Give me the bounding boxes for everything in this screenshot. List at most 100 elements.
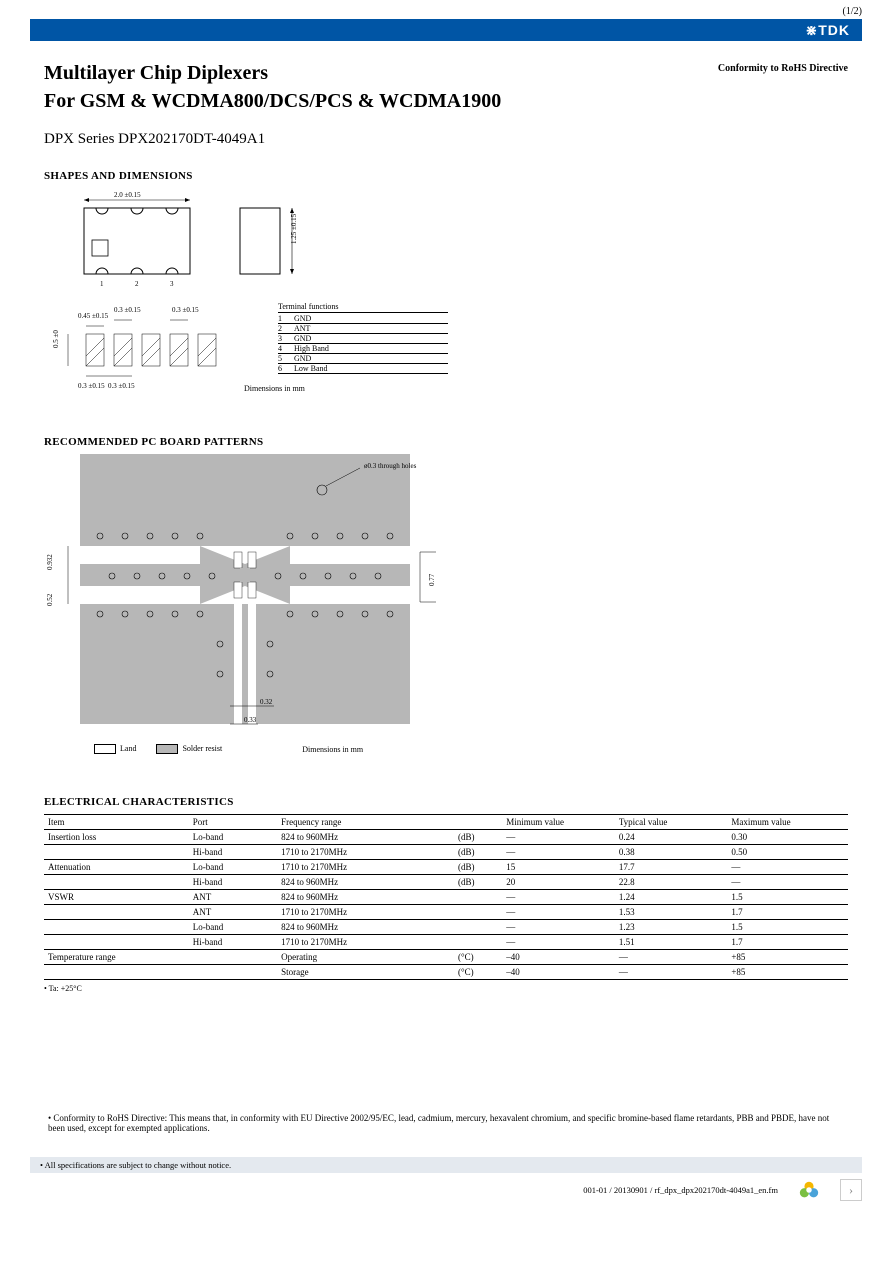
table-cell: — bbox=[615, 950, 728, 965]
section-shapes-heading: SHAPES AND DIMENSIONS bbox=[44, 170, 848, 182]
pcb-d5: 0.33 bbox=[244, 716, 256, 724]
table-cell: –40 bbox=[502, 950, 615, 965]
table-cell: 1.51 bbox=[615, 935, 728, 950]
pcb-board-bg bbox=[80, 454, 410, 724]
table-header: Frequency range bbox=[277, 815, 454, 830]
table-row: VSWRANT824 to 960MHz —1.241.5 bbox=[44, 890, 848, 905]
table-cell: 1.5 bbox=[727, 920, 848, 935]
table-cell: (dB) bbox=[454, 860, 502, 875]
table-cell: 1710 to 2170MHz bbox=[277, 860, 454, 875]
table-cell: — bbox=[502, 905, 615, 920]
table-cell: — bbox=[615, 965, 728, 980]
terminal-row: 6Low Band bbox=[278, 364, 448, 374]
table-cell: 0.38 bbox=[615, 845, 728, 860]
shapes-diagram: 2.0 ±0.15 1 2 3 1.25 ±0.15 bbox=[44, 188, 848, 414]
table-cell bbox=[454, 905, 502, 920]
next-page-button[interactable]: › bbox=[840, 1179, 862, 1201]
table-cell: 1710 to 2170MHz bbox=[277, 845, 454, 860]
terminal-row: 4High Band bbox=[278, 344, 448, 354]
legend-resist: Solder resist bbox=[182, 744, 222, 753]
terminal-functions-table: Terminal functions 1GND2ANT3GND4High Ban… bbox=[278, 302, 448, 374]
table-cell: 1.5 bbox=[727, 890, 848, 905]
table-cell: 15 bbox=[502, 860, 615, 875]
legend-land: Land bbox=[120, 744, 136, 753]
table-row: Hi-band824 to 960MHz(dB)2022.8— bbox=[44, 875, 848, 890]
terminal-row: 3GND bbox=[278, 334, 448, 344]
title-line-1: Multilayer Chip Diplexers bbox=[44, 59, 501, 87]
table-row: Lo-band824 to 960MHz—1.231.5 bbox=[44, 920, 848, 935]
dim-bottom-c: 0.3 ±0.15 bbox=[172, 306, 199, 314]
table-cell: ANT bbox=[189, 905, 277, 920]
table-cell: 824 to 960MHz bbox=[277, 920, 454, 935]
table-cell: –40 bbox=[502, 965, 615, 980]
table-cell: (dB) bbox=[454, 830, 502, 845]
table-cell: — bbox=[502, 920, 615, 935]
table-row: Insertion lossLo-band824 to 960MHz(dB)—0… bbox=[44, 830, 848, 845]
dim-bottom-d1: 0.3 ±0.15 bbox=[78, 382, 105, 390]
pcb-d2: 0.52 bbox=[46, 594, 54, 606]
shapes-svg: 2.0 ±0.15 1 2 3 1.25 ±0.15 bbox=[44, 188, 464, 414]
table-cell: Hi-band bbox=[189, 845, 277, 860]
table-cell: 17.7 bbox=[615, 860, 728, 875]
table-row: ANT1710 to 2170MHz—1.531.7 bbox=[44, 905, 848, 920]
table-cell: — bbox=[727, 875, 848, 890]
table-cell: 1.7 bbox=[727, 935, 848, 950]
table-cell: 1.24 bbox=[615, 890, 728, 905]
table-cell: — bbox=[502, 890, 615, 905]
table-cell: 824 to 960MHz bbox=[277, 890, 454, 905]
table-cell: Hi-band bbox=[189, 935, 277, 950]
table-cell: — bbox=[727, 860, 848, 875]
table-cell: VSWR bbox=[44, 890, 189, 905]
table-cell: — bbox=[502, 845, 615, 860]
table-header bbox=[454, 815, 502, 830]
section-pcb-heading: RECOMMENDED PC BOARD PATTERNS bbox=[44, 436, 848, 448]
table-row: Temperature rangeOperating(°C)–40—+85 bbox=[44, 950, 848, 965]
table-cell bbox=[454, 890, 502, 905]
table-cell: +85 bbox=[727, 950, 848, 965]
table-cell: Operating bbox=[277, 950, 454, 965]
table-cell: Attenuation bbox=[44, 860, 189, 875]
pcb-d4: 0.32 bbox=[260, 698, 272, 706]
dim-bottom-d2: 0.3 ±0.15 bbox=[108, 382, 135, 390]
conformity-label: Conformity to RoHS Directive bbox=[718, 63, 848, 74]
series-label: DPX Series DPX202170DT-4049A1 bbox=[44, 131, 848, 148]
table-cell: ANT bbox=[189, 890, 277, 905]
terminal-title: Terminal functions bbox=[278, 302, 448, 313]
table-header: Maximum value bbox=[727, 815, 848, 830]
table-cell: Storage bbox=[277, 965, 454, 980]
table-row: AttenuationLo-band1710 to 2170MHz(dB)151… bbox=[44, 860, 848, 875]
svg-text:2: 2 bbox=[135, 280, 139, 288]
table-cell: +85 bbox=[727, 965, 848, 980]
table-cell: — bbox=[502, 935, 615, 950]
table-row: Storage(°C)–40—+85 bbox=[44, 965, 848, 980]
table-cell: 824 to 960MHz bbox=[277, 830, 454, 845]
dim-bottom-a: 0.45 ±0.15 bbox=[78, 312, 108, 320]
pcb-svg bbox=[80, 454, 410, 724]
table-row: Hi-band1710 to 2170MHz —1.511.7 bbox=[44, 935, 848, 950]
table-cell bbox=[44, 935, 189, 950]
pcb-through-hole-label: ø0.3 through holes bbox=[364, 462, 416, 470]
table-cell bbox=[44, 905, 189, 920]
electrical-characteristics-table: ItemPortFrequency rangeMinimum valueTypi… bbox=[44, 814, 848, 980]
svg-text:1: 1 bbox=[100, 280, 104, 288]
terminal-row: 2ANT bbox=[278, 324, 448, 334]
elec-note: • Ta: +25°C bbox=[44, 984, 848, 993]
pcb-legend: Land Solder resist Dimensions in mm bbox=[94, 744, 363, 754]
table-header: Port bbox=[189, 815, 277, 830]
table-cell: 0.30 bbox=[727, 830, 848, 845]
table-cell bbox=[44, 875, 189, 890]
table-cell bbox=[44, 965, 189, 980]
table-cell: Lo-band bbox=[189, 920, 277, 935]
table-cell: 1710 to 2170MHz bbox=[277, 935, 454, 950]
footer-doc-code: 001-01 / 20130901 / rf_dpx_dpx202170dt-4… bbox=[583, 1185, 778, 1195]
flower-icon bbox=[798, 1179, 820, 1201]
table-cell: Insertion loss bbox=[44, 830, 189, 845]
table-cell: 824 to 960MHz bbox=[277, 875, 454, 890]
svg-text:1.25 ±0.15: 1.25 ±0.15 bbox=[290, 213, 298, 244]
table-cell bbox=[189, 950, 277, 965]
pcb-d3: 0.77 bbox=[428, 574, 436, 586]
table-cell bbox=[454, 935, 502, 950]
dim-note-pcb: Dimensions in mm bbox=[302, 745, 363, 754]
header-bar: ⋇TDK bbox=[30, 19, 862, 41]
dim-left-h: 0.5 ±0 bbox=[52, 330, 60, 348]
